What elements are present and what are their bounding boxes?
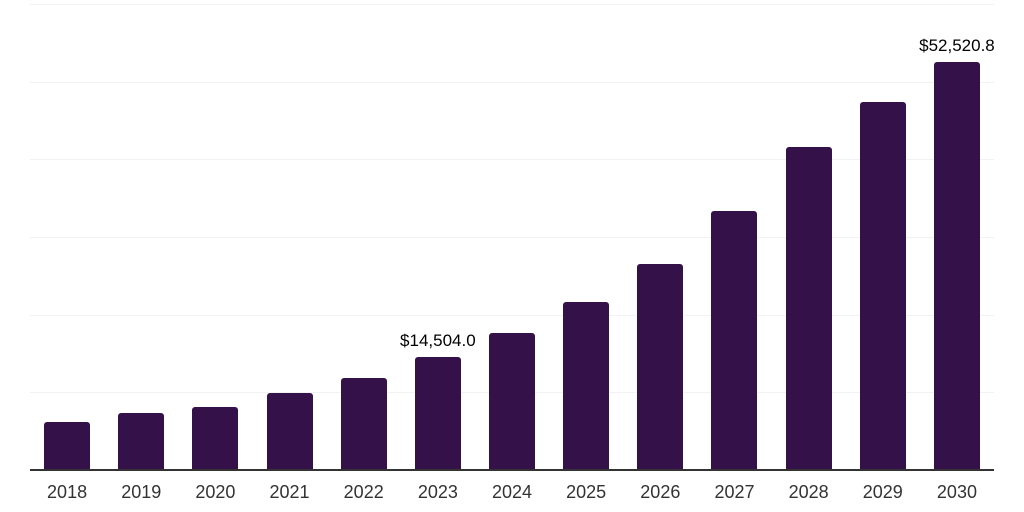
x-axis-line: [30, 469, 994, 471]
bars-container: $14,504.0 $52,520.8: [30, 4, 995, 470]
x-tick-label-2030: 2030: [936, 482, 977, 502]
x-tick-label-2024: 2024: [491, 482, 533, 502]
x-tick-label-2020: 2020: [195, 482, 236, 502]
x-tick-label-2018: 2018: [47, 482, 88, 502]
x-tick-label-2021: 2021: [269, 482, 310, 502]
bar-2019: [118, 413, 165, 470]
gridline-30000: [30, 237, 994, 238]
bar-2023: [414, 357, 461, 470]
bar-slot-2020: [178, 4, 252, 470]
x-tick-label-2022: 2022: [343, 482, 384, 502]
bar-slot-2029: [846, 4, 920, 470]
bar-2027: [711, 210, 758, 470]
bar-slot-2030: $52,520.8: [919, 4, 995, 470]
bar-slot-2025: [549, 4, 623, 470]
x-tick-label-2027: 2027: [714, 482, 755, 502]
gridline-60000: [30, 4, 994, 5]
bar-2025: [563, 302, 610, 470]
bar-2020: [192, 407, 239, 470]
x-axis-labels: 2018 2019 2020 2021 2022 2023 2024 2025 2026 2027…: [30, 471, 994, 503]
x-tick-label-2026: 2026: [640, 482, 681, 502]
x-tick-label-2023: 2023: [417, 482, 458, 502]
gridline-40000: [30, 159, 994, 161]
bar-2022: [340, 377, 387, 470]
bar-value-label-2030: $52,520.8: [919, 36, 995, 56]
bar-2030: [933, 62, 980, 470]
bar-slot-2028: [772, 4, 846, 470]
bar-slot-2022: [327, 4, 401, 470]
bar-slot-2024: [475, 4, 549, 470]
x-tick-label-2029: 2029: [862, 482, 903, 502]
bar-value-label-2023: $14,504.0: [400, 331, 476, 351]
bar-2026: [637, 263, 684, 470]
bar-2028: [785, 147, 832, 470]
bar-2024: [489, 333, 536, 470]
bar-slot-2021: [252, 4, 326, 470]
bar-slot-2027: [697, 4, 771, 470]
x-tick-label-2028: 2028: [788, 482, 829, 502]
bar-slot-2023: $14,504.0: [400, 4, 476, 470]
x-tick-label-2025: 2025: [566, 482, 607, 502]
bar-2018: [44, 422, 91, 470]
x-tick-label-2019: 2019: [121, 482, 162, 502]
bar-2029: [859, 101, 906, 470]
bar-slot-2018: [30, 4, 104, 470]
gridline-20000: [30, 314, 994, 316]
bar-2021: [266, 392, 313, 470]
bar-slot-2019: [104, 4, 178, 470]
gridline-50000: [30, 81, 994, 83]
plot-area: $14,504.0 $52,520.8: [30, 4, 995, 470]
bar-slot-2026: [623, 4, 697, 470]
